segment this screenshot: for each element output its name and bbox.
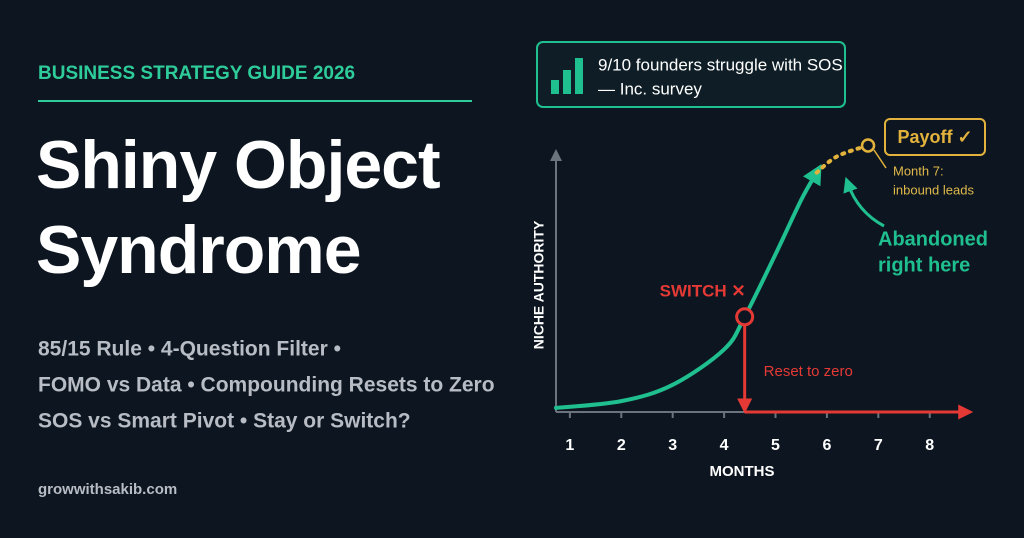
switch-label: SWITCH ✕: [660, 281, 746, 300]
topic: SOS vs Smart Pivot • Stay or Switch?: [38, 410, 411, 433]
callout-box: [536, 41, 846, 108]
x-tick-label: 8: [925, 437, 934, 454]
x-tick-label: 2: [617, 437, 626, 454]
topic: 85/15 Rule • 4-Question Filter •: [38, 338, 341, 361]
x-tick-label: 7: [874, 437, 883, 454]
curve: [814, 143, 871, 175]
x-tick-label: 4: [720, 437, 729, 454]
callout-source: — Inc. survey: [598, 79, 702, 98]
reset-label: Reset to zero: [764, 363, 853, 380]
payoff-label: Payoff ✓: [897, 127, 972, 147]
payoff-box: [884, 118, 986, 156]
callout-text: 9/10 founders struggle with SOS: [598, 55, 843, 74]
bar-icon: [551, 58, 583, 94]
kicker: BUSINESS STRATEGY GUIDE 2026: [38, 63, 355, 84]
x-axis-label: MONTHS: [710, 463, 775, 480]
x-tick-label: 6: [822, 437, 831, 454]
abandoned-arrow: [843, 176, 885, 228]
site: growwithsakib.com: [38, 481, 177, 498]
abandoned-label: right here: [878, 254, 970, 276]
topic: FOMO vs Data • Compounding Resets to Zer…: [38, 374, 495, 397]
payoff-note: inbound leads: [893, 182, 974, 197]
payoff-point: [860, 138, 876, 153]
y-axis-label: NICHE AUTHORITY: [531, 220, 547, 349]
abandoned-label: Abandoned: [878, 228, 988, 250]
payoff-note: Month 7:: [893, 163, 944, 178]
x-tick-label: 5: [771, 437, 780, 454]
payoff-connector: [873, 149, 887, 169]
title: Shiny Object: [36, 127, 440, 203]
switch-point: [735, 307, 755, 327]
x-tick-label: 1: [565, 437, 574, 454]
curve: [554, 163, 822, 410]
x-tick-label: 3: [668, 437, 677, 454]
title: Syndrome: [36, 212, 361, 288]
